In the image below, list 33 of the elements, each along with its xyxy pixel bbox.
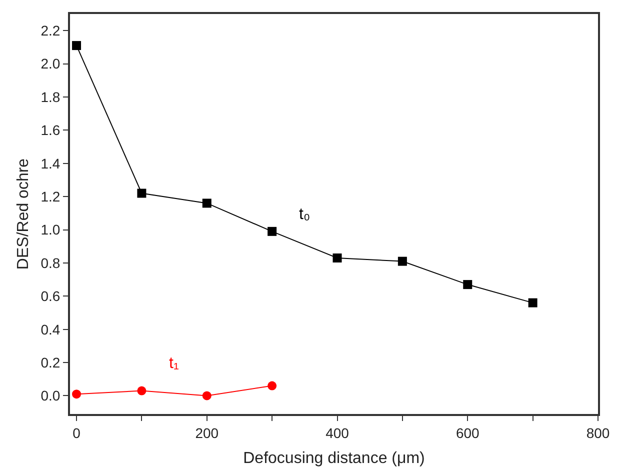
y-tick-label: 1.6 <box>40 122 60 138</box>
y-tick-label: 0.6 <box>40 288 60 304</box>
point <box>72 41 82 50</box>
point <box>332 253 342 262</box>
y-tick-label: 1.0 <box>40 222 60 238</box>
x-tick-label: 200 <box>195 424 219 441</box>
x-axis-title: Defocusing distance (μm) <box>243 450 425 467</box>
series-label: t₀ <box>299 206 310 223</box>
y-tick-label: 0.8 <box>40 254 60 271</box>
y-tick-label: 1.8 <box>40 88 60 105</box>
y-tick-label: 0.4 <box>40 321 60 338</box>
y-tick-label: 0.0 <box>40 388 60 404</box>
point <box>202 198 212 208</box>
series-label: t₁ <box>169 355 179 372</box>
y-tick-label: 2.0 <box>40 56 60 72</box>
x-tick-label: 800 <box>586 424 610 441</box>
point <box>528 298 538 308</box>
x-tick-label: 0 <box>72 424 81 441</box>
point <box>268 226 277 236</box>
point <box>202 391 212 400</box>
x-tick-label: 600 <box>456 424 480 441</box>
y-axis-title: DES/Red ochre <box>15 158 32 270</box>
point <box>137 386 146 396</box>
y-tick-label: 0.2 <box>40 354 60 370</box>
y-tick-label: 1.2 <box>40 188 60 204</box>
point <box>137 188 146 198</box>
point <box>268 381 277 390</box>
point <box>398 256 407 266</box>
point <box>72 390 82 399</box>
point <box>463 280 472 290</box>
y-tick-label: 2.2 <box>40 22 60 38</box>
x-tick-label: 400 <box>326 424 350 441</box>
y-tick-label: 1.4 <box>40 155 60 172</box>
